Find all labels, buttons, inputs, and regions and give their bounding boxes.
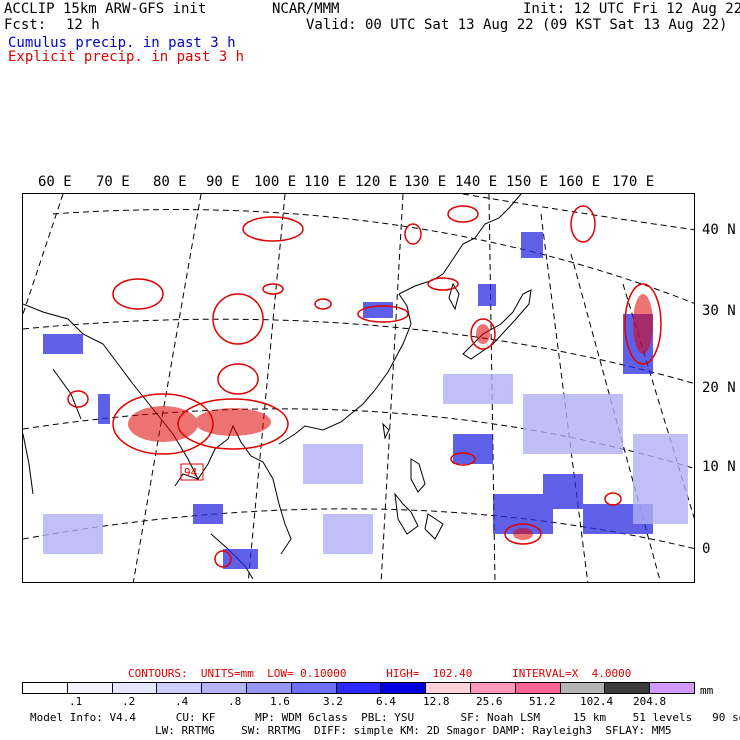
colorbar-tick: 3.2 [323, 695, 343, 708]
colorbar-unit: mm [700, 684, 714, 697]
colorbar-tick: .2 [122, 695, 136, 708]
model-title: ACCLIP 15km ARW-GFS init [4, 1, 207, 17]
station-marker-label: 94 [184, 466, 198, 479]
lat-label: 0 [702, 541, 711, 557]
colorbar-tick: 204.8 [633, 695, 667, 708]
colorbar-tick: 51.2 [529, 695, 556, 708]
lat-label: 30 N [702, 303, 736, 319]
colorbar-cell [470, 683, 516, 693]
lon-label: 60 E [38, 174, 72, 190]
colorbar-tick: 12.8 [423, 695, 450, 708]
colorbar-tick: 102.4 [580, 695, 614, 708]
colorbar-tick: 1.6 [270, 695, 290, 708]
colorbar-cell [381, 683, 427, 693]
colorbar-tick: .8 [228, 695, 242, 708]
lat-label: 20 N [702, 380, 736, 396]
cumulus-light-precip [43, 374, 688, 554]
lon-label: 130 E [404, 174, 447, 190]
explicit-precip-fill [128, 294, 653, 540]
lon-label: 140 E [455, 174, 498, 190]
colorbar-tick: .1 [69, 695, 83, 708]
lat-label: 10 N [702, 459, 736, 475]
colorbar-tick: .4 [175, 695, 189, 708]
colorbar-cell [112, 683, 158, 693]
lon-label: 80 E [153, 174, 187, 190]
contours-info: CONTOURS: UNITS=mm LOW= 0.10000 HIGH= 10… [128, 667, 632, 680]
colorbar-cell [605, 683, 651, 693]
colorbar-cell [650, 683, 694, 693]
center-label: NCAR/MMM [272, 1, 340, 17]
explicit-precip [67, 205, 662, 568]
forecast-hours: 12 h [66, 17, 100, 33]
colorbar-cell [291, 683, 337, 693]
init-time: Init: 12 UTC Fri 12 Aug 22 [523, 1, 740, 17]
colorbar-tick: 6.4 [376, 695, 396, 708]
colorbar-cell [336, 683, 382, 693]
colorbar-cell [67, 683, 113, 693]
lon-label: 170 E [612, 174, 655, 190]
colorbar-cell [246, 683, 292, 693]
colorbar-cell [23, 683, 68, 693]
colorbar-cell [560, 683, 606, 693]
station-marker-box [180, 463, 204, 481]
map-canvas: 94 [23, 194, 694, 582]
color-bar [22, 682, 695, 694]
footer-physics-info: LW: RRTMG SW: RRTMG DIFF: simple KM: 2D … [155, 724, 672, 737]
lat-label: 40 N [702, 222, 736, 238]
legend-cumulus: Cumulus precip. in past 3 h [8, 35, 236, 51]
legend-explicit: Explicit precip. in past 3 h [8, 49, 245, 65]
colorbar-tick: 25.6 [476, 695, 503, 708]
colorbar-cell [202, 683, 247, 693]
lon-label: 110 E [304, 174, 347, 190]
forecast-label: Fcst: [4, 17, 47, 33]
colorbar-cell [426, 683, 471, 693]
colorbar-cell [515, 683, 561, 693]
lon-label: 70 E [96, 174, 130, 190]
colorbar-cell [157, 683, 203, 693]
valid-time: Valid: 00 UTC Sat 13 Aug 22 (09 KST Sat … [306, 17, 728, 33]
precip-map: 94 [22, 193, 695, 583]
lon-label: 160 E [558, 174, 601, 190]
lon-label: 120 E [355, 174, 398, 190]
lon-label: 90 E [206, 174, 240, 190]
lon-label: 150 E [506, 174, 549, 190]
footer-model-info: Model Info: V4.4 CU: KF MP: WDM 6class P… [30, 711, 740, 724]
lon-label: 100 E [254, 174, 297, 190]
